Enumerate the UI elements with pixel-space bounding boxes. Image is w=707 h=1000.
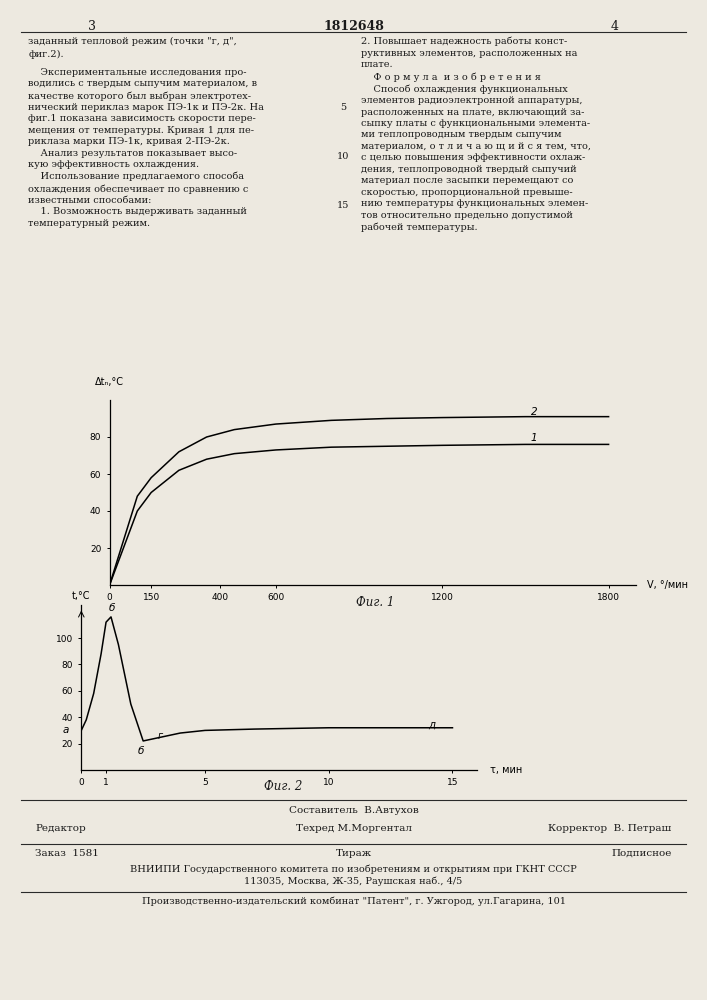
Text: 5


10


15: 5 10 15	[337, 103, 349, 210]
Text: а: а	[62, 725, 69, 735]
Text: Подписное: Подписное	[612, 849, 672, 858]
Text: д: д	[428, 720, 435, 730]
Text: 4: 4	[611, 20, 619, 33]
Text: 2: 2	[531, 407, 537, 417]
Text: Тираж: Тираж	[335, 849, 372, 858]
Text: б: б	[109, 603, 115, 613]
Text: Корректор  В. Петраш: Корректор В. Петраш	[549, 824, 672, 833]
Text: Техред М.Моргентал: Техред М.Моргентал	[296, 824, 411, 833]
Text: Редактор: Редактор	[35, 824, 86, 833]
Text: 1: 1	[531, 433, 537, 443]
Text: г: г	[158, 731, 163, 741]
Text: 2. Повышает надежность работы конст-
руктивных элементов, расположенных на
плате: 2. Повышает надежность работы конст- рук…	[361, 37, 590, 232]
Text: Фиг. 1: Фиг. 1	[356, 596, 394, 609]
Text: 113035, Москва, Ж-35, Раушская наб., 4/5: 113035, Москва, Ж-35, Раушская наб., 4/5	[245, 877, 462, 886]
Text: ВНИИПИ Государственного комитета по изобретениям и открытиям при ГКНТ СССР: ВНИИПИ Государственного комитета по изоб…	[130, 864, 577, 874]
Text: V, °/мин: V, °/мин	[648, 580, 689, 590]
Text: 3: 3	[88, 20, 96, 33]
Text: Δtₙ,°C: Δtₙ,°C	[95, 377, 124, 387]
Text: Экспериментальные исследования про-
водились с твердым сыпучим материалом, в
кач: Экспериментальные исследования про- води…	[28, 68, 264, 228]
Text: заданный тепловой режим (точки "г, д",: заданный тепловой режим (точки "г, д",	[28, 37, 237, 46]
Text: τ, мин: τ, мин	[489, 765, 522, 775]
Text: б: б	[137, 746, 144, 756]
Text: Производственно-издательский комбинат "Патент", г. Ужгород, ул.Гагарина, 101: Производственно-издательский комбинат "П…	[141, 897, 566, 906]
Text: Составитель  В.Автухов: Составитель В.Автухов	[288, 806, 419, 815]
Text: фиг.2).: фиг.2).	[28, 50, 64, 59]
Text: Фиг. 2: Фиг. 2	[264, 780, 302, 793]
Text: Заказ  1581: Заказ 1581	[35, 849, 99, 858]
Text: 1812648: 1812648	[323, 20, 384, 33]
Text: t,°C: t,°C	[72, 591, 90, 601]
